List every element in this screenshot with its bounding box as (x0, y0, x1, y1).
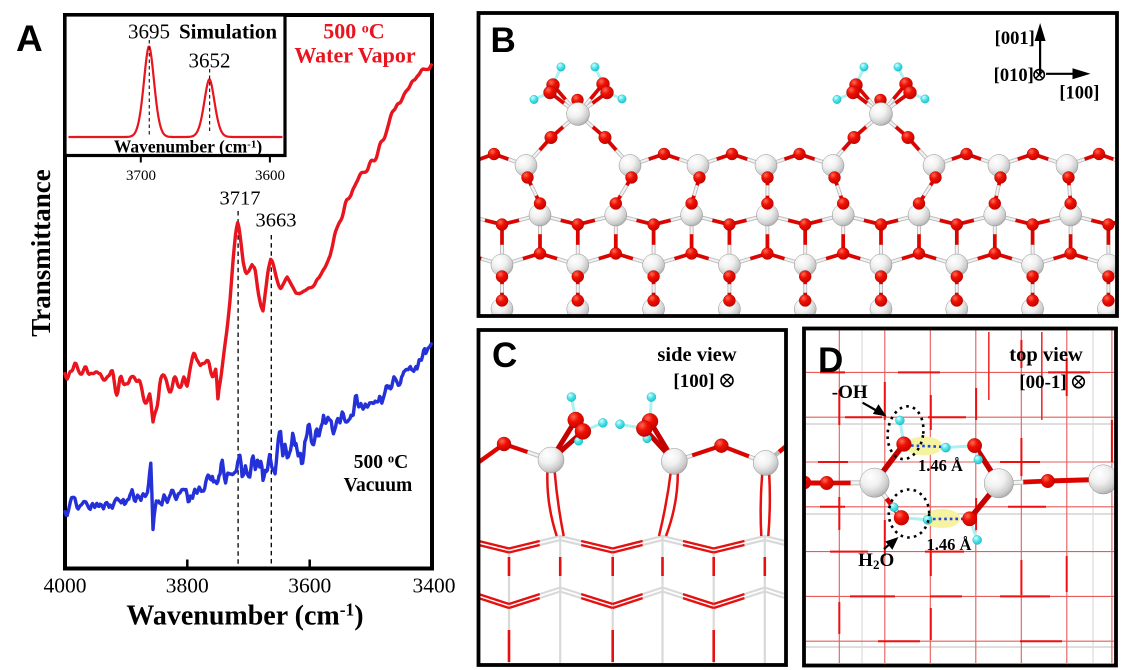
svg-text:500 oC: 500 oC (354, 452, 408, 474)
svg-text:1.46 Å: 1.46 Å (926, 535, 971, 554)
svg-text:A: A (16, 18, 43, 59)
svg-text:3400: 3400 (413, 574, 456, 598)
svg-text:Wavenumber (cm-1): Wavenumber (cm-1) (114, 137, 263, 157)
svg-text:Simulation: Simulation (179, 20, 277, 44)
svg-text:C: C (492, 336, 517, 375)
svg-text:500 oC: 500 oC (323, 19, 384, 44)
svg-text:3717: 3717 (220, 188, 261, 210)
svg-text:side view: side view (657, 344, 736, 366)
svg-text:4000: 4000 (44, 574, 87, 598)
svg-text:[100]: [100] (1059, 84, 1099, 104)
svg-text:[010]: [010] (994, 66, 1034, 86)
svg-text:Wavenumber (cm-1): Wavenumber (cm-1) (126, 600, 363, 632)
svg-text:Transmittance: Transmittance (26, 169, 56, 336)
svg-text:Water Vapor: Water Vapor (294, 43, 415, 68)
svg-text:1.46 Å: 1.46 Å (918, 456, 963, 475)
svg-text:H2O: H2O (858, 550, 894, 572)
svg-text:Vacuum: Vacuum (344, 475, 413, 496)
svg-text:3800: 3800 (166, 574, 209, 598)
svg-text:3600: 3600 (255, 168, 285, 184)
svg-text:B: B (491, 21, 516, 60)
svg-text:3695: 3695 (128, 20, 170, 44)
svg-text:[100]: [100] (673, 371, 714, 392)
svg-text:3600: 3600 (288, 574, 331, 598)
svg-text:top view: top view (1009, 344, 1083, 366)
svg-text:3700: 3700 (126, 168, 156, 184)
svg-text:[001]: [001] (995, 29, 1035, 49)
svg-text:[00-1]: [00-1] (1019, 372, 1066, 393)
svg-text:3652: 3652 (189, 49, 231, 73)
svg-text:D: D (818, 341, 843, 380)
svg-text:-OH: -OH (832, 382, 868, 403)
svg-text:3663: 3663 (256, 210, 297, 232)
